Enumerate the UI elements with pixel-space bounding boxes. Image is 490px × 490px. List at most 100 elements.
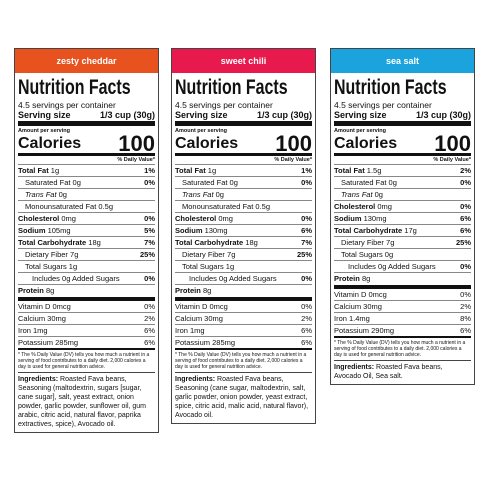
panel-title: Nutrition Facts: [334, 76, 447, 99]
nutrient-row: Trans Fat 0g: [334, 188, 471, 200]
nutrient-amount: 7g: [70, 250, 79, 259]
vitamin-dv: 6%: [301, 326, 312, 335]
vitamins: Vitamin D 0mcg 0% Calcium 30mg 2% Iron 1.4mg…: [334, 289, 471, 336]
nutrient-amount: 1g: [225, 262, 235, 271]
vitamin-label: Vitamin D 0mcg: [175, 302, 228, 311]
nutrient-amount: 0.5g: [98, 202, 113, 211]
nutrient-dv: 1%: [144, 166, 155, 175]
nutrient-amount: 18g: [88, 238, 101, 247]
ingredients: Ingredients: Roasted Fava beans, Seasoni…: [175, 372, 312, 420]
nutrient-name: Total Fat 1.5g: [334, 165, 381, 176]
vitamin-row: Vitamin D 0mcg 0%: [18, 301, 155, 312]
vitamin-row: Calcium 30mg 2%: [334, 300, 471, 312]
nutrient-amount: 1g: [207, 166, 217, 175]
vitamin-row: Vitamin D 0mcg 0%: [175, 301, 312, 312]
vitamin-label: Calcium 30mg: [175, 314, 223, 323]
nutrient-row: Total Fat 1g 1%: [18, 164, 155, 176]
nutrient-amount: 0g: [374, 190, 383, 199]
nutrient-amount: 0mg: [218, 214, 233, 223]
nutrient-row: Total Fat 1.5g 2%: [334, 164, 471, 176]
nutrient-name: Total Sugars 1g: [175, 261, 234, 272]
nutrient-row: Cholesterol 0mg 0%: [334, 200, 471, 212]
vitamin-label: Potassium 285mg: [175, 338, 236, 347]
calories-label: Calories: [18, 135, 82, 152]
nutrient-row: Total Carbohydrate 18g 7%: [175, 236, 312, 248]
nutrient-row: Total Carbohydrate 17g 6%: [334, 224, 471, 236]
nutrient-amount: 130mg: [204, 226, 228, 235]
nutrient-dv: 6%: [460, 214, 471, 223]
nutrient-name: Total Fat 1g: [175, 165, 216, 176]
vitamin-row: Iron 1mg 6%: [175, 324, 312, 336]
vitamin-dv: 0%: [460, 290, 471, 299]
nutrient-label: Total Sugars: [25, 262, 67, 271]
servings: 4.5 servings per container: [18, 100, 116, 110]
nutrient-label: Protein: [175, 286, 201, 295]
serving-size-row: Serving size 1/3 cup (30g): [334, 110, 471, 126]
nutrient-row: Protein 8g: [18, 284, 155, 296]
nutrient-name: Cholesterol 0mg: [334, 201, 392, 212]
nutrient-name: Saturated Fat 0g: [18, 177, 81, 188]
serving-size-row: Serving size 1/3 cup (30g): [18, 110, 155, 126]
amount-per-serving: Amount per serving: [175, 128, 227, 134]
nutrient-name: Cholesterol 0mg: [175, 213, 233, 224]
vitamin-label: Calcium 30mg: [18, 314, 66, 323]
nutrient-row: Includes 0g Added Sugars 0%: [18, 272, 155, 284]
vitamin-row: Potassium 285mg 6%: [18, 336, 155, 348]
nutrient-dv: 1%: [301, 166, 312, 175]
nutrition-panel: sweet chili Nutrition Facts 4.5 servings p…: [171, 48, 316, 424]
nutrient-row: Cholesterol 0mg 0%: [175, 212, 312, 224]
nutrient-row: Dietary Fiber 7g 25%: [334, 236, 471, 248]
serving-size: 1/3 cup (30g): [415, 110, 471, 120]
nutrient-label: Dietary Fiber: [341, 238, 384, 247]
ingredients-label: Ingredients:: [175, 376, 216, 383]
nutrient-dv: 25%: [296, 250, 312, 259]
vitamins: Vitamin D 0mcg 0% Calcium 30mg 2% Iron 1mg 6%…: [175, 301, 312, 348]
serving-size: 1/3 cup (30g): [256, 110, 312, 120]
amount-per-serving: Amount per serving: [18, 128, 70, 134]
thick-rule: [175, 297, 312, 301]
nutrient-dv: 0%: [144, 178, 155, 187]
nutrient-label: Total Carbohydrate: [175, 238, 244, 247]
nutrient-row: Trans Fat 0g: [175, 188, 312, 200]
nutrient-row: Protein 8g: [334, 272, 471, 284]
calories-label: Calories: [175, 135, 239, 152]
flavor-header: zesty cheddar: [15, 49, 158, 73]
nutrient-name: Cholesterol 0mg: [18, 213, 76, 224]
nutrient-row: Sodium 130mg 6%: [334, 212, 471, 224]
nutrient-label: Total Fat: [18, 166, 49, 175]
nutrient-row: Saturated Fat 0g 0%: [175, 176, 312, 188]
nutrient-label: Total Carbohydrate: [18, 238, 87, 247]
nutrient-row: Sodium 105mg 5%: [18, 224, 155, 236]
flavor-name: zesty cheddar: [56, 56, 117, 66]
vitamin-dv: 2%: [301, 314, 312, 323]
nutrient-amount: 7g: [227, 250, 236, 259]
flavor-header: sweet chili: [172, 49, 315, 73]
vitamin-row: Calcium 30mg 2%: [175, 312, 312, 324]
nutrient-dv: 25%: [455, 238, 471, 247]
nutrient-label: Trans Fat: [182, 190, 214, 199]
nutrient-row: Total Sugars 0g: [334, 248, 471, 260]
calories-label: Calories: [334, 135, 398, 152]
vitamin-dv: 6%: [144, 326, 155, 335]
nutrient-dv: 0%: [301, 214, 312, 223]
nutrient-name: Sodium 130mg: [334, 213, 387, 224]
nutrient-amount: 7g: [386, 238, 395, 247]
nutrient-dv: 7%: [144, 238, 155, 247]
nutrient-label: Total Fat: [175, 166, 206, 175]
vitamin-label: Potassium 290mg: [334, 326, 395, 335]
nutrient-name: Dietary Fiber 7g: [175, 249, 235, 260]
nutrient-row: Monounsaturated Fat 0.5g: [175, 200, 312, 212]
nutrient-amount: 0.5g: [255, 202, 270, 211]
amount-per-serving: Amount per serving: [334, 128, 386, 134]
nutrient-name: Trans Fat 0g: [175, 189, 224, 200]
footnote: * The % Daily Value (DV) tells you how m…: [175, 348, 312, 372]
nutrient-name: Includes 0g Added Sugars: [18, 273, 120, 284]
nutrient-dv: 7%: [301, 238, 312, 247]
nutrient-row: Dietary Fiber 7g 25%: [18, 248, 155, 260]
vitamin-dv: 2%: [144, 314, 155, 323]
servings: 4.5 servings per container: [334, 100, 432, 110]
calories-value: 100: [434, 131, 471, 156]
vitamin-dv: 6%: [460, 326, 471, 335]
nutrient-name: Trans Fat 0g: [18, 189, 67, 200]
panel-title: Nutrition Facts: [175, 76, 288, 99]
